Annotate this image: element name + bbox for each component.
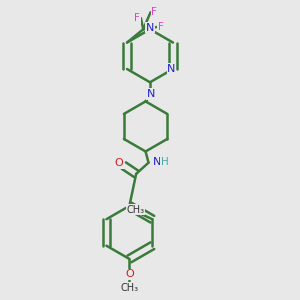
Text: F: F <box>134 13 140 23</box>
Text: N: N <box>146 89 155 99</box>
Text: H: H <box>161 157 169 167</box>
Text: F: F <box>158 22 164 32</box>
Text: F: F <box>151 7 157 17</box>
Text: N: N <box>153 157 161 167</box>
Text: O: O <box>125 269 134 279</box>
Text: N: N <box>167 64 176 74</box>
Text: CH₃: CH₃ <box>120 283 139 292</box>
Text: O: O <box>115 158 124 168</box>
Text: CH₃: CH₃ <box>127 205 145 215</box>
Text: N: N <box>146 23 154 33</box>
